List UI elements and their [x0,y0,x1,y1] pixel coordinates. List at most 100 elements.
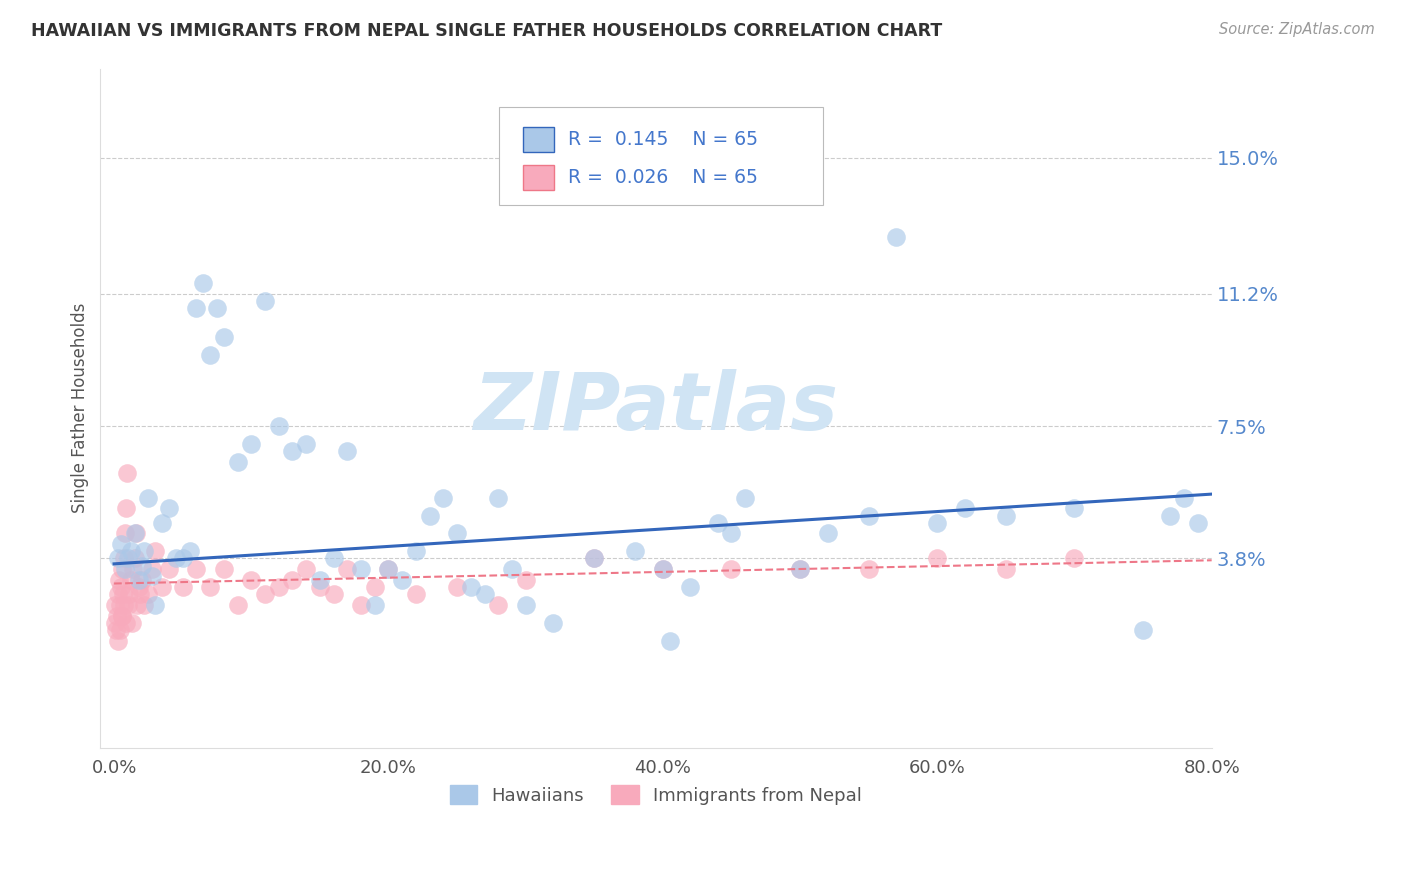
Point [253,587,276,601]
Point [107,551,129,566]
Point [858,508,880,523]
Point [138,491,160,505]
Point [134,544,156,558]
Point [295,562,318,576]
Point [157,562,180,576]
Point [405,544,427,558]
Point [121,615,143,630]
Point [107,633,129,648]
Point [432,491,454,505]
Point [446,580,468,594]
Point [541,615,564,630]
Point [817,526,839,541]
Point [172,551,194,566]
Point [114,526,136,541]
Point [129,587,152,601]
Point [124,526,146,541]
Y-axis label: Single Father Households: Single Father Households [72,303,89,514]
Point [107,587,129,601]
Point [486,491,509,505]
Point [927,551,949,566]
Point [377,562,399,576]
Point [128,573,150,587]
Text: ZIPatlas: ZIPatlas [474,369,838,447]
Point [104,598,127,612]
Point [112,598,135,612]
Point [131,558,153,573]
Point [350,598,373,612]
Point [111,587,134,601]
Point [114,562,136,576]
Point [108,573,131,587]
Point [124,551,146,566]
Point [226,598,249,612]
Point [267,419,290,434]
Point [515,573,537,587]
Point [110,623,132,637]
Point [624,544,647,558]
Point [858,562,880,576]
Point [193,276,215,290]
Point [253,293,276,308]
Point [240,573,263,587]
Point [1187,516,1209,530]
Point [658,633,681,648]
Point [115,466,138,480]
Point [720,562,742,576]
Point [336,444,359,458]
Point [198,580,221,594]
Point [179,544,201,558]
Point [1063,551,1085,566]
Point [651,562,673,576]
Text: R =  0.026    N = 65: R = 0.026 N = 65 [568,168,758,187]
Point [789,562,811,576]
Point [336,562,359,576]
Point [515,598,537,612]
Point [377,562,399,576]
Point [994,562,1017,576]
Point [125,526,148,541]
Point [186,562,208,576]
Point [198,348,221,362]
Point [267,580,290,594]
Point [165,551,187,566]
Point [112,551,135,566]
Point [104,615,127,630]
Point [651,562,673,576]
Point [446,526,468,541]
Point [108,598,131,612]
Point [884,229,907,244]
Text: R =  0.145    N = 65: R = 0.145 N = 65 [568,129,758,149]
Point [143,544,166,558]
Point [120,544,142,558]
Point [205,301,228,315]
Point [105,623,128,637]
Point [350,562,373,576]
Point [679,580,702,594]
Point [295,437,318,451]
Point [486,598,509,612]
Point [391,573,413,587]
Point [583,551,606,566]
Point [150,516,173,530]
Legend: Hawaiians, Immigrants from Nepal: Hawaiians, Immigrants from Nepal [441,776,870,814]
Point [212,330,235,344]
Point [157,501,180,516]
Point [706,516,728,530]
Point [118,587,141,601]
Point [1063,501,1085,516]
Point [281,573,304,587]
Point [309,580,332,594]
Point [117,551,139,566]
Point [789,562,811,576]
Point [419,508,441,523]
Point [172,580,194,594]
Point [111,608,134,623]
Point [1173,491,1195,505]
Point [322,551,344,566]
Point [927,516,949,530]
Point [186,301,208,315]
Point [212,562,235,576]
Point [281,444,304,458]
Point [240,437,263,451]
